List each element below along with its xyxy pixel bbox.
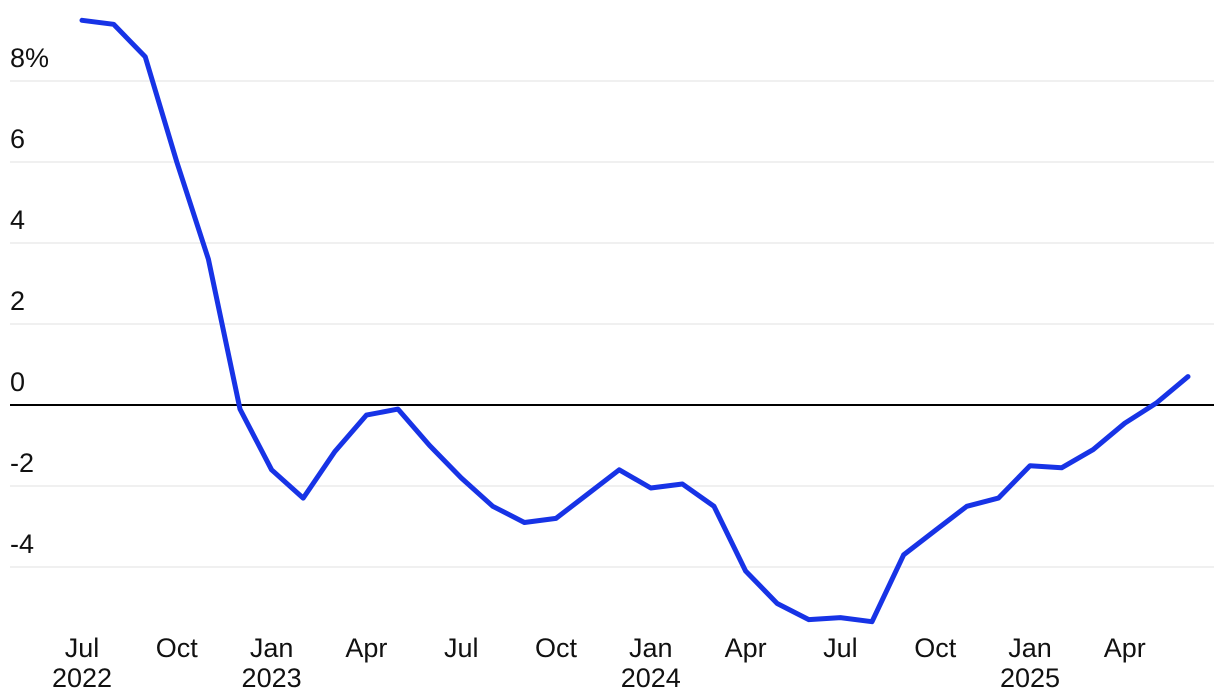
- y-axis-tick-label: -4: [10, 529, 34, 559]
- x-axis-tick-label: Jan: [1008, 633, 1052, 663]
- y-axis-tick-label: 0: [10, 367, 25, 397]
- y-axis-tick-label: 6: [10, 124, 25, 154]
- x-axis-tick-label: Oct: [914, 633, 957, 663]
- x-axis-tick-label: Jul: [444, 633, 479, 663]
- y-axis-tick-label: 2: [10, 286, 25, 316]
- x-axis-year-label: 2022: [52, 663, 112, 693]
- x-axis-tick-label: Apr: [1104, 633, 1146, 663]
- x-axis-tick-label: Apr: [345, 633, 387, 663]
- x-axis-tick-label: Apr: [725, 633, 767, 663]
- data-series-line: [79, 17, 1191, 625]
- x-axis-tick-label: Oct: [156, 633, 199, 663]
- y-axis-tick-label: 8%: [10, 43, 49, 73]
- x-axis-year-label: 2023: [242, 663, 302, 693]
- x-axis-tick-label: Oct: [535, 633, 578, 663]
- x-axis-tick-label: Jan: [629, 633, 673, 663]
- x-axis-year-label: 2025: [1000, 663, 1060, 693]
- x-axis-tick-label: Jan: [250, 633, 294, 663]
- x-axis-year-label: 2024: [621, 663, 681, 693]
- y-axis-tick-label: -2: [10, 448, 34, 478]
- x-axis-tick-label: Jul: [823, 633, 858, 663]
- x-axis-tick-label: Jul: [65, 633, 100, 663]
- y-axis-tick-label: 4: [10, 205, 25, 235]
